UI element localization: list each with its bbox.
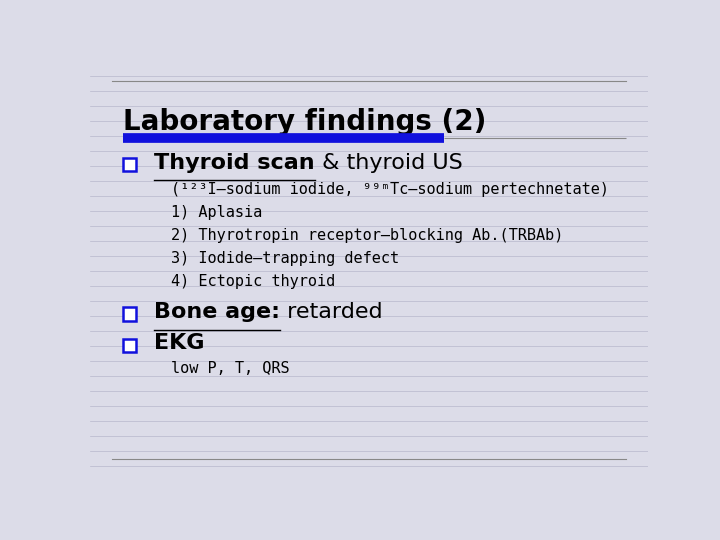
- Text: (¹²³I–sodium iodide, ⁹⁹ᵐTc–sodium pertechnetate): (¹²³I–sodium iodide, ⁹⁹ᵐTc–sodium pertec…: [171, 182, 609, 197]
- Text: & thyroid US: & thyroid US: [315, 152, 462, 172]
- Text: 3) Iodide–trapping defect: 3) Iodide–trapping defect: [171, 251, 399, 266]
- Text: Thyroid scan: Thyroid scan: [154, 152, 315, 172]
- Text: Bone age:: Bone age:: [154, 302, 280, 322]
- Text: low P, T, QRS: low P, T, QRS: [171, 361, 289, 376]
- Text: 1) Aplasia: 1) Aplasia: [171, 205, 262, 220]
- FancyBboxPatch shape: [124, 307, 136, 321]
- Text: 4) Ectopic thyroid: 4) Ectopic thyroid: [171, 274, 335, 288]
- FancyBboxPatch shape: [124, 339, 136, 352]
- FancyBboxPatch shape: [124, 158, 136, 171]
- Text: Laboratory findings (2): Laboratory findings (2): [124, 109, 487, 137]
- Text: EKG: EKG: [154, 333, 204, 353]
- Text: 2) Thyrotropin receptor–blocking Ab.(TRBAb): 2) Thyrotropin receptor–blocking Ab.(TRB…: [171, 228, 563, 243]
- Text: retarded: retarded: [280, 302, 383, 322]
